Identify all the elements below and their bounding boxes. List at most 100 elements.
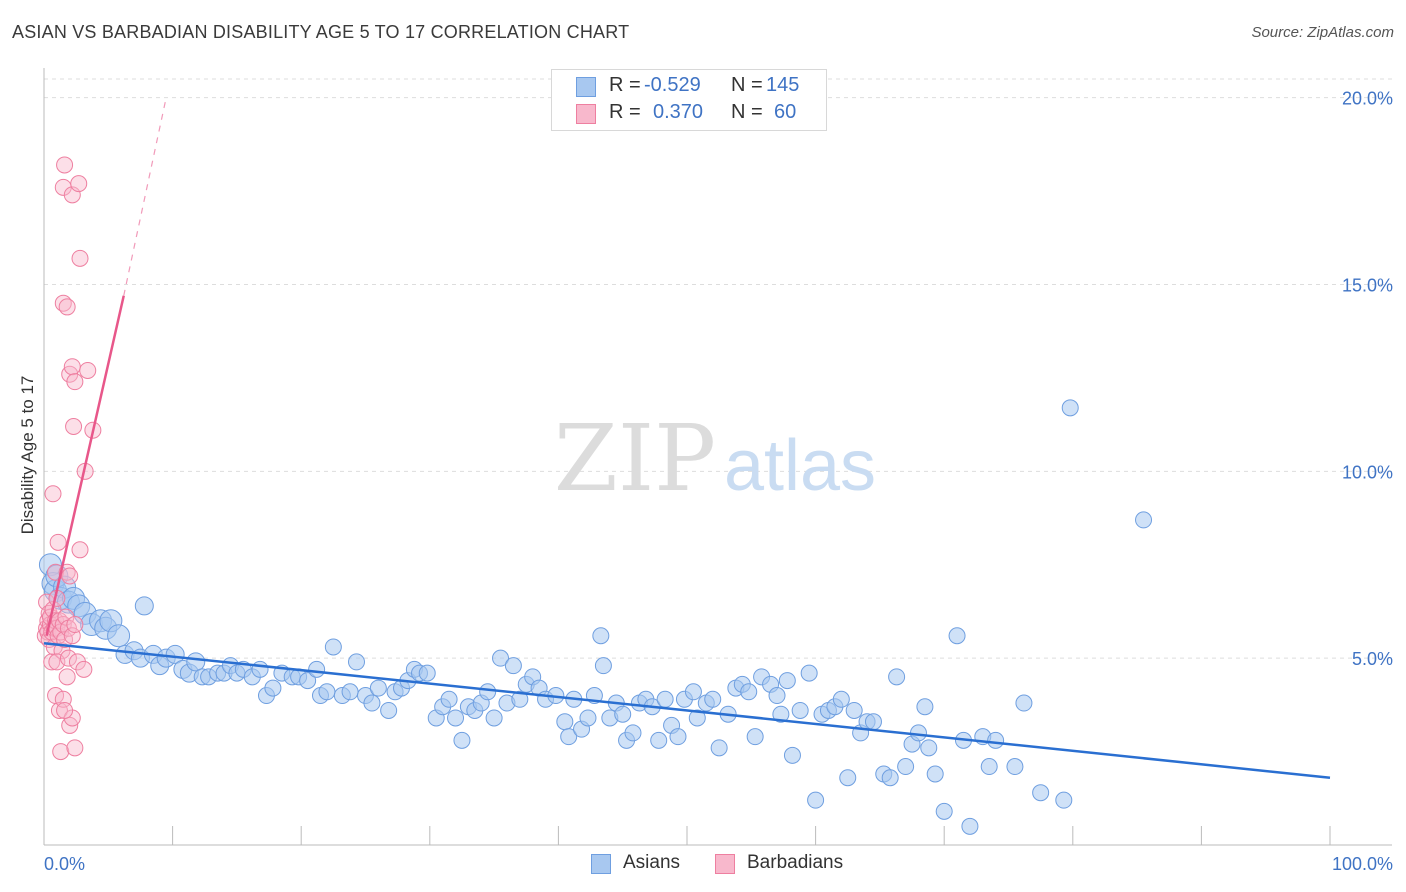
barbadian-point — [63, 358, 81, 376]
asian-r-label: R = — [609, 74, 641, 96]
asian-n-value: 145 — [766, 74, 800, 96]
asian-point — [845, 701, 863, 719]
y-tick-label: 15.0% — [1342, 276, 1393, 296]
asian-point — [688, 709, 706, 727]
asian-point — [380, 701, 398, 719]
asian-point — [980, 758, 998, 776]
asian-point — [669, 728, 687, 746]
legend-barbadians-swatch — [715, 854, 735, 874]
watermark: ZIP atlas — [554, 405, 876, 512]
legend-asians-label: Asians — [623, 852, 681, 873]
barbadian-point — [59, 649, 77, 667]
tick-labels: 5.0% 10.0% 15.0% 20.0% 0.0% 100.0% Disability … — [18, 89, 1393, 874]
asian-point — [961, 817, 979, 835]
asian-point — [485, 709, 503, 727]
barbadian-point — [44, 485, 62, 503]
barbadian-point — [66, 373, 84, 391]
asian-point — [1135, 511, 1153, 529]
legend-asians-swatch — [591, 854, 611, 874]
asian-point — [440, 690, 458, 708]
barbadian-n-label: N = — [731, 101, 763, 123]
y-tick-label: 5.0% — [1352, 649, 1393, 669]
asian-point — [888, 668, 906, 686]
legend-barbadians-label: Barbadians — [747, 852, 844, 873]
asian-point — [624, 724, 642, 742]
source-credit: Source: ZipAtlas.com — [1251, 24, 1394, 41]
correlation-legend: R = -0.529 N = 145 R = 0.370 N = 60 — [551, 69, 827, 131]
asian-point — [1061, 399, 1079, 417]
asian-point — [560, 728, 578, 746]
asian-point — [832, 690, 850, 708]
y-tick-label: 20.0% — [1342, 89, 1393, 109]
asian-n-label: N = — [731, 74, 763, 96]
barbadian-point — [75, 660, 93, 678]
asian-point — [341, 683, 359, 701]
barbadian-n-value: 60 — [774, 101, 797, 123]
asian-point — [165, 644, 185, 664]
barbadian-point — [66, 616, 84, 634]
asian-swatch — [576, 77, 596, 97]
watermark-zip: ZIP — [554, 405, 716, 512]
asian-point — [186, 652, 206, 672]
asian-point — [1006, 758, 1024, 776]
barbadian-swatch — [576, 104, 596, 124]
barbadian-point — [61, 567, 79, 585]
asian-point — [1015, 694, 1033, 712]
barbadian-point — [63, 627, 81, 645]
asian-point — [987, 731, 1005, 749]
asian-point — [772, 705, 790, 723]
barbadian-point — [71, 541, 89, 559]
asian-point — [935, 802, 953, 820]
barbadian-points — [36, 156, 102, 761]
watermark-atlas: atlas — [724, 426, 876, 506]
trend-lines — [43, 97, 1331, 779]
asian-point — [916, 698, 934, 716]
x-tick-label: 0.0% — [44, 854, 85, 874]
asian-point — [347, 653, 365, 671]
barbadian-point — [58, 668, 76, 686]
gridlines — [44, 78, 1392, 659]
barbadian-r-value: 0.370 — [653, 101, 704, 123]
asian-point — [363, 694, 381, 712]
asian-point — [594, 657, 612, 675]
barbadian-point — [79, 361, 97, 379]
y-axis-title: Disability Age 5 to 17 — [18, 376, 37, 535]
barbadian-point — [66, 739, 84, 757]
asian-point — [839, 769, 857, 787]
barbadian-trend-extension — [123, 97, 167, 296]
asian-point — [746, 728, 764, 746]
asian-point — [511, 690, 529, 708]
asian-point — [704, 690, 722, 708]
asian-point — [791, 701, 809, 719]
barbadian-trend-line — [45, 295, 125, 637]
barbadian-point — [52, 743, 70, 761]
asian-point — [369, 679, 387, 697]
asian-point — [447, 709, 465, 727]
asian-point — [897, 758, 915, 776]
asian-point — [492, 649, 510, 667]
asian-point — [710, 739, 728, 757]
asian-point — [881, 769, 899, 787]
asian-point — [318, 683, 336, 701]
barbadian-point — [56, 701, 74, 719]
x-tick-label: 100.0% — [1332, 854, 1393, 874]
asian-point — [324, 638, 342, 656]
asian-point — [134, 596, 154, 616]
asian-point — [783, 746, 801, 764]
asian-point — [614, 705, 632, 723]
y-tick-label: 10.0% — [1342, 462, 1393, 482]
barbadian-point — [50, 701, 68, 719]
barbadian-point — [43, 653, 61, 671]
barbadian-point — [65, 418, 83, 436]
asian-point — [479, 683, 497, 701]
asian-point — [656, 690, 674, 708]
asian-point — [453, 731, 471, 749]
asian-point — [504, 657, 522, 675]
asian-point — [299, 672, 317, 690]
asian-trend-line — [43, 641, 1331, 779]
asian-point — [800, 664, 818, 682]
asian-r-value: -0.529 — [644, 74, 701, 96]
asian-point — [107, 624, 131, 648]
asian-point — [684, 683, 702, 701]
barbadian-point — [58, 298, 76, 316]
